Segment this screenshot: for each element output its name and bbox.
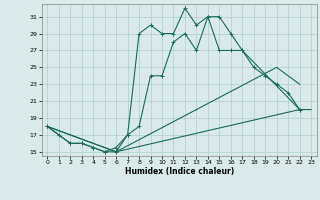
X-axis label: Humidex (Indice chaleur): Humidex (Indice chaleur) [124,167,234,176]
